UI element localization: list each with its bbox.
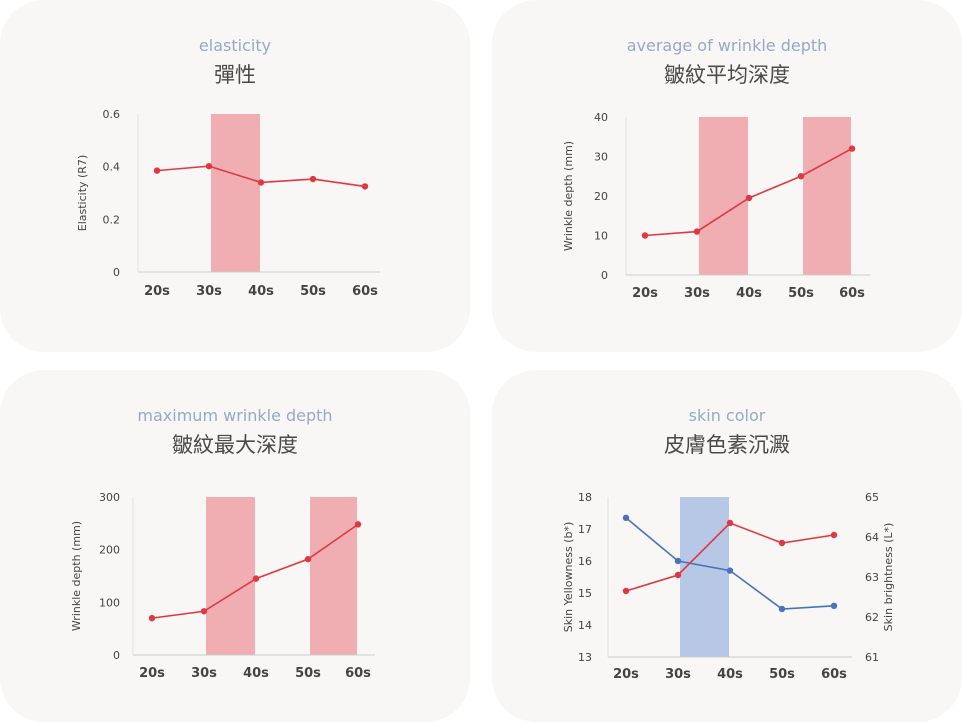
y-tick-label: 0.6 — [103, 108, 121, 121]
data-point — [778, 539, 786, 547]
y-tick-label: 0 — [113, 266, 120, 279]
average-wrinkle-depth-chart-card: average of wrinkle depth 皺紋平均深度 0 10 20 30 4… — [492, 0, 962, 352]
y-tick-label: 14 — [578, 619, 592, 632]
x-tick-label: 20s — [632, 286, 658, 301]
y-tick-label: 0 — [601, 269, 608, 282]
maximum-wrinkle-depth-chart: 0 100 200 300 Wrinkle depth (mm) 20s 30s 40s 50s… — [70, 491, 375, 681]
chart-title: 彈性 — [214, 63, 256, 87]
x-tick-label: 40s — [243, 666, 269, 681]
data-point — [354, 521, 362, 528]
data-point — [830, 602, 838, 609]
x-tick-label: 50s — [300, 284, 326, 299]
data-point — [309, 175, 317, 183]
data-point — [252, 575, 260, 582]
x-tick-label: 20s — [139, 666, 165, 681]
y-tick-label: 17 — [578, 523, 592, 536]
y-axis-label: Wrinkle depth (mm) — [70, 521, 83, 631]
highlight-band — [699, 117, 748, 275]
y-tick-label: 300 — [99, 491, 120, 504]
maximum-wrinkle-depth-chart-card: maximum wrinkle depth 皺紋最大深度 0 100 200 300 W… — [0, 370, 470, 722]
y-tick-label: 16 — [578, 555, 592, 568]
chart-title: 皺紋平均深度 — [664, 63, 790, 87]
y2-tick-label: 62 — [865, 611, 879, 624]
chart-subtitle: average of wrinkle depth — [626, 36, 828, 55]
chart-subtitle: maximum wrinkle depth — [137, 406, 333, 425]
data-point — [153, 167, 161, 174]
highlight-band — [211, 114, 260, 272]
y-tick-label: 40 — [594, 111, 608, 124]
skin-color-chart-card: skin color 皮膚色素沉澱 13 14 15 16 17 18 Skin Yello… — [492, 370, 962, 722]
x-tick-label: 20s — [613, 667, 639, 682]
y-axis-label: Skin Yellowness (b*) — [562, 522, 575, 633]
x-tick-label: 40s — [736, 286, 762, 301]
x-tick-label: 60s — [345, 666, 371, 681]
y-tick-label: 0.4 — [103, 161, 121, 174]
y2-tick-label: 61 — [865, 651, 879, 664]
y2-tick-label: 63 — [865, 571, 879, 584]
y-tick-label: 100 — [99, 596, 120, 609]
y-axis-label: Wrinkle depth (mm) — [562, 141, 575, 251]
data-point — [641, 232, 649, 239]
y-tick-label: 0 — [113, 649, 120, 662]
x-tick-label: 40s — [717, 667, 743, 682]
data-point — [148, 614, 156, 622]
chart-subtitle: elasticity — [198, 36, 272, 55]
data-point — [745, 194, 753, 202]
data-point — [674, 557, 682, 565]
data-point — [797, 173, 805, 180]
data-point — [622, 587, 630, 595]
y-tick-label: 200 — [99, 544, 120, 557]
series-line — [625, 517, 835, 610]
x-tick-label: 60s — [821, 667, 847, 682]
data-point — [622, 514, 630, 521]
x-tick-label: 30s — [665, 667, 691, 682]
y-tick-label: 10 — [594, 230, 608, 243]
y2-tick-label: 64 — [865, 531, 879, 544]
data-point — [361, 183, 369, 190]
y-tick-label: 30 — [594, 151, 608, 164]
chart-subtitle: skin color — [688, 406, 766, 425]
elasticity-chart: 0 0.2 0.4 0.6 Elasticity (R7) 20s 30s 40s 50s 60s — [76, 108, 380, 299]
y-tick-label: 15 — [578, 587, 592, 600]
y-tick-label: 13 — [578, 651, 592, 664]
y-axis-label: Elasticity (R7) — [76, 155, 89, 232]
data-point — [304, 555, 312, 563]
x-tick-label: 20s — [144, 284, 170, 299]
x-tick-label: 30s — [196, 284, 222, 299]
highlight-band — [206, 497, 255, 655]
x-tick-label: 50s — [295, 666, 321, 681]
skin-color-chart: 13 14 15 16 17 18 Skin Yellowness (b*) 61 62 63 64… — [562, 491, 895, 682]
data-point — [726, 519, 734, 527]
data-point — [726, 567, 734, 574]
data-point — [778, 605, 786, 613]
data-point — [674, 571, 682, 579]
elasticity-chart-card: elasticity 彈性 0 0.2 0.4 0.6 Elasticity (R7) 2… — [0, 0, 470, 352]
y-tick-label: 20 — [594, 190, 608, 203]
chart-title: 皺紋最大深度 — [172, 433, 298, 457]
x-tick-label: 60s — [839, 286, 865, 301]
highlight-band — [680, 497, 729, 657]
x-tick-label: 40s — [248, 284, 274, 299]
x-tick-label: 30s — [684, 286, 710, 301]
chart-title: 皮膚色素沉澱 — [664, 433, 790, 457]
highlight-band — [310, 497, 357, 655]
y2-axis-label: Skin brightness (L*) — [882, 523, 895, 632]
x-tick-label: 30s — [191, 666, 217, 681]
x-tick-label: 50s — [769, 667, 795, 682]
data-point — [200, 608, 208, 615]
y-tick-label: 18 — [578, 491, 592, 504]
x-tick-label: 50s — [788, 286, 814, 301]
data-point — [205, 162, 213, 170]
x-tick-label: 60s — [352, 284, 378, 299]
data-point — [693, 228, 701, 235]
y-tick-label: 0.2 — [103, 213, 121, 226]
highlight-band — [803, 117, 851, 275]
data-point — [848, 145, 856, 152]
y2-tick-label: 65 — [865, 491, 879, 504]
series-line — [625, 522, 835, 592]
average-wrinkle-depth-chart: 0 10 20 30 40 Wrinkle depth (mm) 20s 30s 40s 50s 6… — [562, 111, 870, 301]
data-point — [830, 531, 838, 539]
data-point — [257, 179, 265, 186]
